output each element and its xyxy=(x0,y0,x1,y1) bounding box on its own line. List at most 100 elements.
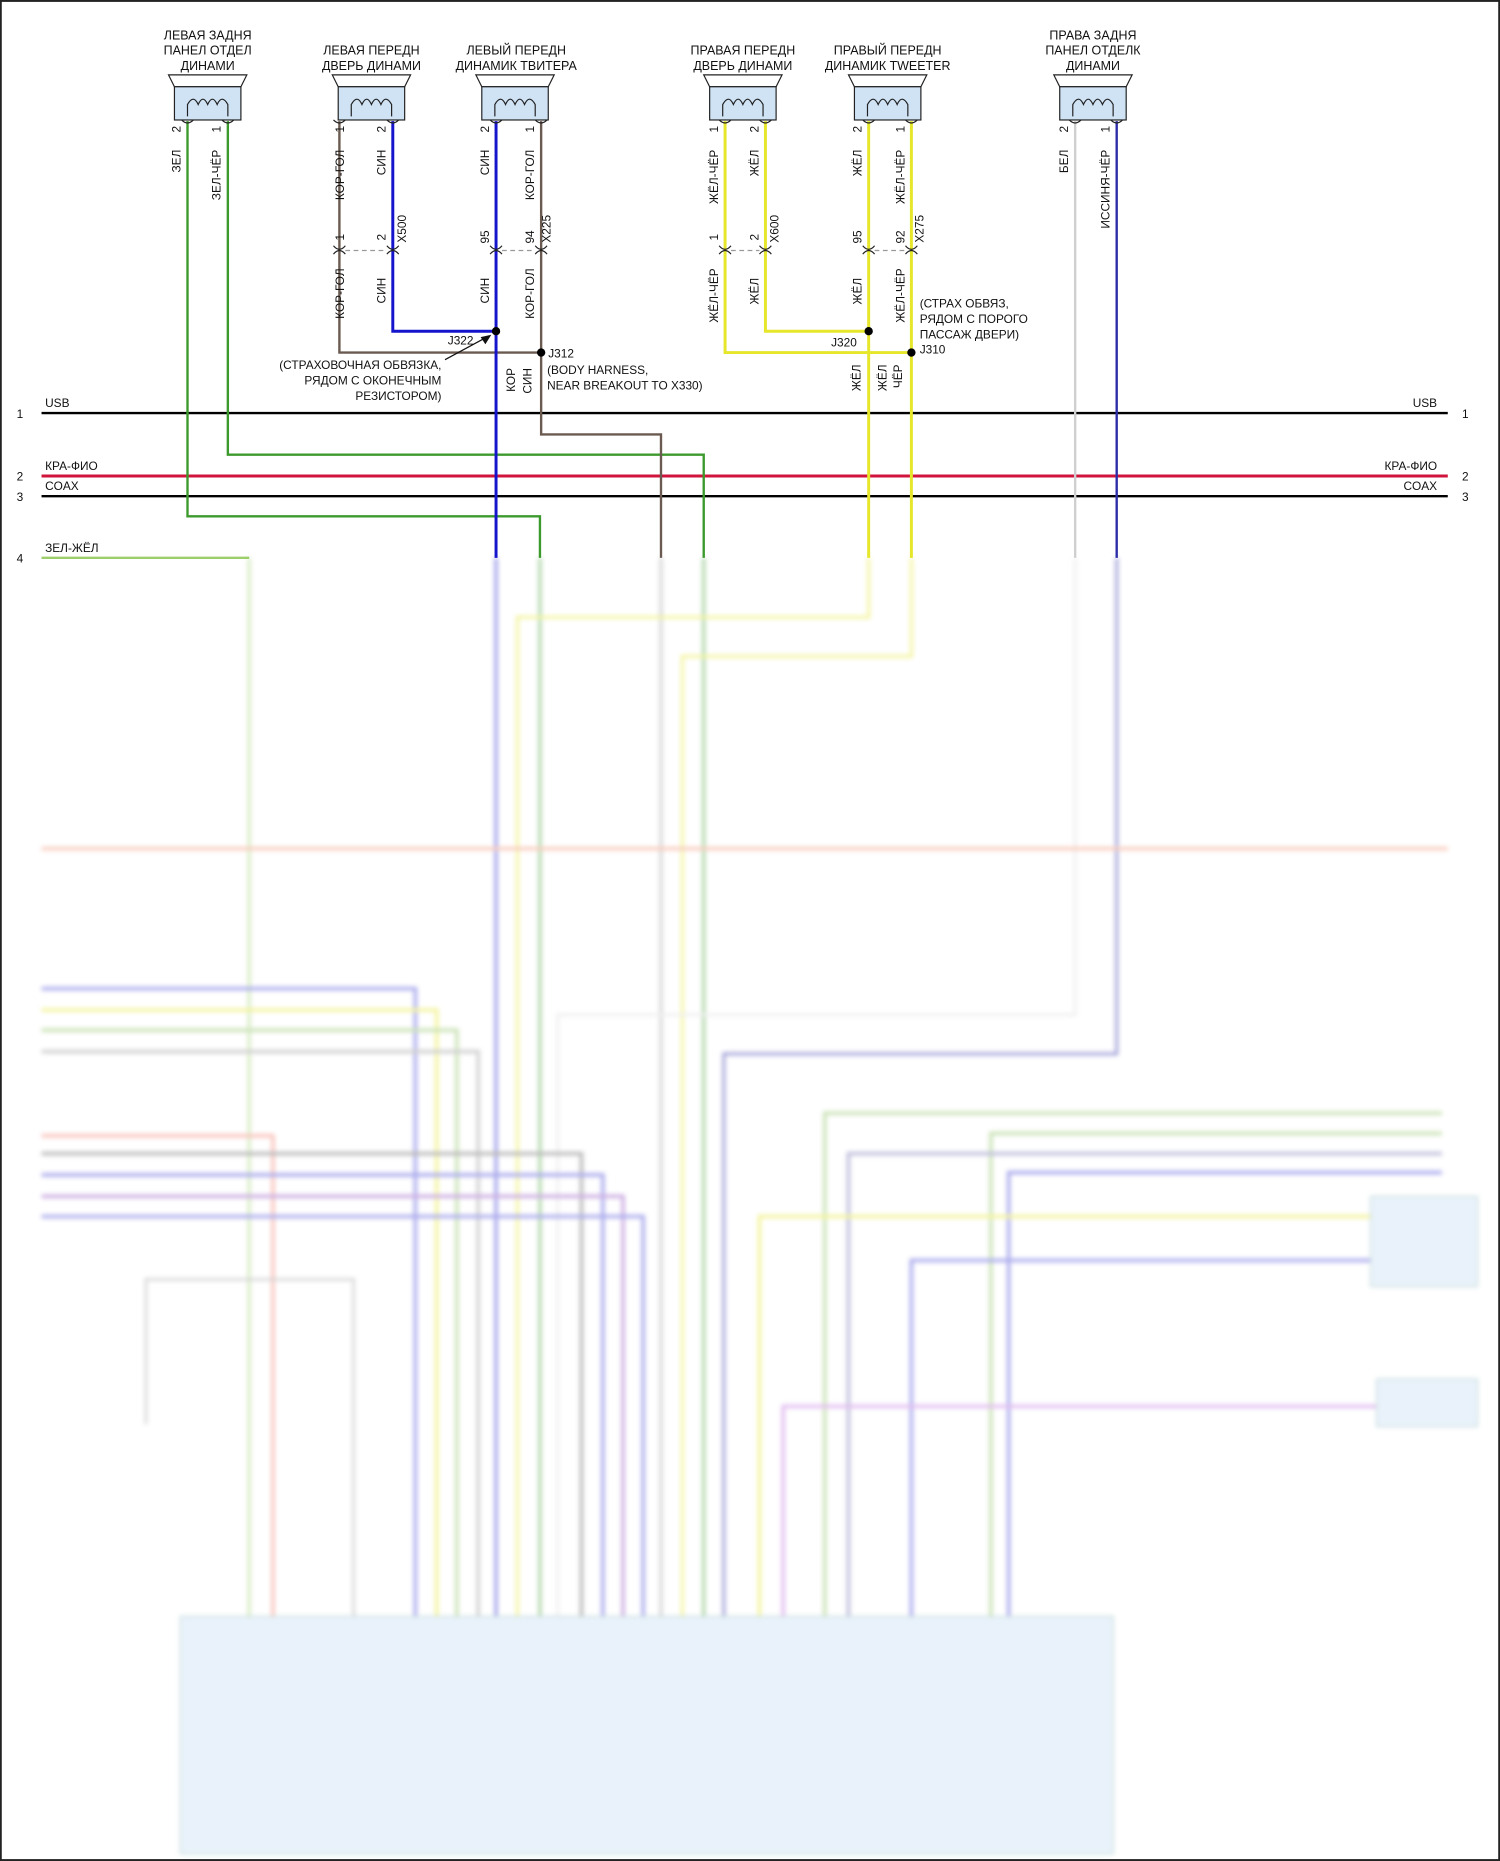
wire-blur xyxy=(41,1134,275,1617)
terminal-icon xyxy=(333,119,346,124)
leader-arrow xyxy=(444,335,490,361)
pin-number: 2 xyxy=(478,126,492,133)
speaker-right-front-tweeter: ПРАВЫЙ ПЕРЕДН ДИНАМИК TWEETER xyxy=(825,43,951,73)
pin-number: 2 xyxy=(747,126,761,133)
splice-labels: J322 J312 J320 J310 (СТРАХОВОЧНАЯ ОБВЯЗК… xyxy=(279,296,1028,403)
pin-number: 2 xyxy=(169,126,183,133)
wire-color-label: КОР-ГОЛ xyxy=(333,268,347,318)
speaker-title: ПРАВЫЙ ПЕРЕДН xyxy=(834,43,942,58)
speaker-title: ПРАВА ЗАДНЯ xyxy=(1049,28,1136,42)
module-box xyxy=(1370,1195,1479,1288)
terminal-icon xyxy=(181,119,194,124)
note-line: NEAR BREAKOUT TO X330) xyxy=(547,378,703,392)
splice-dot xyxy=(536,348,546,357)
bus-labels: 1 USB 1 USB 2 КРА-ФИО 2 КРА-ФИО 3 COAX 3… xyxy=(17,396,1469,565)
wire-color-label: СИН xyxy=(375,150,389,176)
note-line: РЯДОМ С ОКОНЕЧНЫМ xyxy=(304,374,441,388)
bus-label: COAX xyxy=(1403,479,1437,493)
trunk-label: ЖЁЛ xyxy=(875,364,889,391)
splice-dot xyxy=(864,327,873,336)
connector-pin-icon xyxy=(333,245,346,255)
connector-name-x600: X600 xyxy=(767,215,781,243)
connector-pin: 2 xyxy=(375,234,389,241)
connector-labels: 1 2 X500 КОР-ГОЛ СИН 95 94 X225 СИН КОР-… xyxy=(333,215,926,323)
wire-color-label: ЗЕЛ-ЧЁР xyxy=(210,150,224,201)
note-line: (СТРАХ ОБВЯЗ, xyxy=(920,296,1009,310)
terminal-icon xyxy=(221,119,235,124)
wire-blur xyxy=(41,1049,481,1617)
terminal-icon xyxy=(1068,119,1082,124)
speaker-title: ПРАВАЯ ПЕРЕДН xyxy=(691,44,796,58)
coil-icon xyxy=(350,98,393,117)
bus-number: 4 xyxy=(17,552,24,566)
speaker-title: ДИНАМИ xyxy=(1066,59,1120,73)
wire-blur xyxy=(41,1194,625,1617)
wire-color-label: ЖЁЛ-ЧЁР xyxy=(893,268,907,322)
connector-pin-icon xyxy=(905,245,918,255)
wire-color-label: ЖЁЛ xyxy=(851,150,865,177)
speaker-left-rear: ЛЕВАЯ ЗАДНЯ ПАНЕЛ ОТДЕЛ ДИНАМИ xyxy=(164,28,252,73)
speaker-icon xyxy=(1052,74,1134,121)
connector-pin: 92 xyxy=(893,230,907,243)
connector-pin: 1 xyxy=(333,234,347,241)
terminal-icon xyxy=(905,119,918,124)
splice-j322: J322 xyxy=(448,333,474,347)
speaker-horn xyxy=(474,74,556,88)
wire-color-label: ЖЁЛ xyxy=(747,150,761,177)
connector-name-x500: X500 xyxy=(395,215,409,243)
wire-color-label: ЖЁЛ xyxy=(851,278,865,305)
speaker-right-front-door: ПРАВАЯ ПЕРЕДН ДВЕРЬ ДИНАМИ xyxy=(691,44,796,73)
trunk-label: СИН xyxy=(521,368,535,394)
connector-pin-icon xyxy=(759,245,772,255)
wire-color-label: СИН xyxy=(375,278,389,304)
bus-number: 1 xyxy=(17,407,24,421)
speaker-horn xyxy=(331,74,412,88)
pin-number: 1 xyxy=(210,126,224,133)
connector-pin: 95 xyxy=(478,230,492,244)
wire-color-label: ЖЁЛ xyxy=(747,278,761,305)
speaker-horn xyxy=(167,74,248,88)
wire-blur xyxy=(41,986,418,1617)
speaker-horn xyxy=(702,74,784,88)
wire-blur xyxy=(1006,1170,1442,1617)
pin-number: 2 xyxy=(851,126,865,133)
bus-label: ЗЕЛ-ЖЁЛ xyxy=(45,541,98,555)
bus-label: КРА-ФИО xyxy=(1384,459,1437,473)
note-line: РЯДОМ С ПОРОГО xyxy=(920,312,1028,326)
speaker-horn xyxy=(1052,74,1134,88)
speaker-title: ЛЕВЫЙ ПЕРЕДН xyxy=(466,43,566,58)
wire-blur xyxy=(757,1214,1371,1617)
coil-icon xyxy=(494,98,536,117)
wire-blur xyxy=(41,1028,459,1617)
speaker-horn xyxy=(847,74,928,88)
wire-blur xyxy=(846,1151,1442,1617)
wire-color-label: СИН xyxy=(478,278,492,304)
pin-number: 1 xyxy=(333,126,347,133)
terminal-icon xyxy=(386,119,400,124)
wire-zhel-cher xyxy=(723,121,912,355)
terminal-icon xyxy=(534,119,548,124)
splice-dot xyxy=(907,348,916,357)
connector-pin-icon xyxy=(534,245,548,255)
speaker-icon xyxy=(474,74,556,121)
arrow-head-icon xyxy=(480,334,492,345)
pin-number: 1 xyxy=(1099,126,1113,133)
terminal-icon xyxy=(1110,119,1124,124)
wire-blur xyxy=(781,1404,1377,1617)
wire-color-label: ЖЁЛ-ЧЁР xyxy=(893,150,907,204)
connector-pin-icon xyxy=(862,245,876,255)
wire-blur xyxy=(41,1214,645,1617)
bus-label: USB xyxy=(45,396,69,410)
wire-blur xyxy=(41,1008,439,1617)
pin-number: 2 xyxy=(1057,126,1071,133)
terminal-icon xyxy=(489,119,503,124)
wire-blur xyxy=(41,1173,605,1617)
speaker-title: ПАНЕЛ ОТДЕЛК xyxy=(1045,44,1141,58)
wire-color-label: ИССИНЯ-ЧЁР xyxy=(1099,150,1113,229)
bus-number: 3 xyxy=(17,490,24,504)
connector-name-x225: X225 xyxy=(540,215,554,243)
splice-dot xyxy=(491,327,501,336)
speaker-left-front-tweeter: ЛЕВЫЙ ПЕРЕДН ДИНАМИК ТВИТЕРА xyxy=(456,43,578,73)
wire-color-label: ЖЁЛ-ЧЁР xyxy=(707,268,721,322)
